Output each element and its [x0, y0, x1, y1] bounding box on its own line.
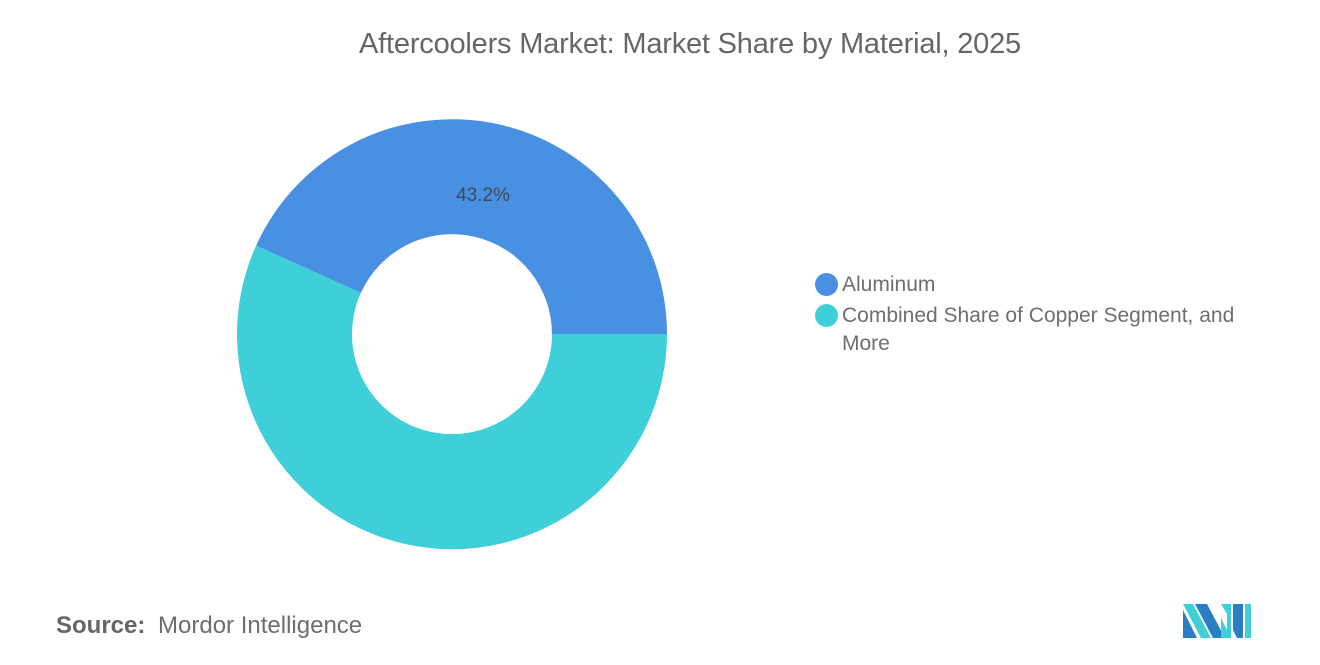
legend-label: Combined Share of Copper Segment, and Mo…	[842, 304, 1235, 355]
source-value: Mordor Intelligence	[158, 612, 363, 639]
legend-dot-icon	[815, 304, 838, 327]
slice-label-aluminum: 43.2%	[456, 185, 510, 206]
slice-aluminum[interactable]	[256, 119, 667, 334]
mordor-intelligence-logo-icon	[1183, 604, 1251, 638]
source-attribution: Source: Mordor Intelligence	[56, 612, 362, 640]
legend-dot-icon	[815, 273, 838, 296]
legend-item-copper-and-more[interactable]: Combined Share of Copper Segment, and Mo…	[815, 302, 1285, 358]
legend-item-aluminum[interactable]: Aluminum	[815, 271, 1285, 299]
slice-copper-and-more[interactable]	[237, 245, 668, 550]
chart-title: Aftercoolers Market: Market Share by Mat…	[359, 28, 1021, 60]
legend: Aluminum Combined Share of Copper Segmen…	[815, 271, 1285, 361]
legend-label: Aluminum	[842, 273, 936, 296]
source-label: Source:	[56, 612, 146, 639]
